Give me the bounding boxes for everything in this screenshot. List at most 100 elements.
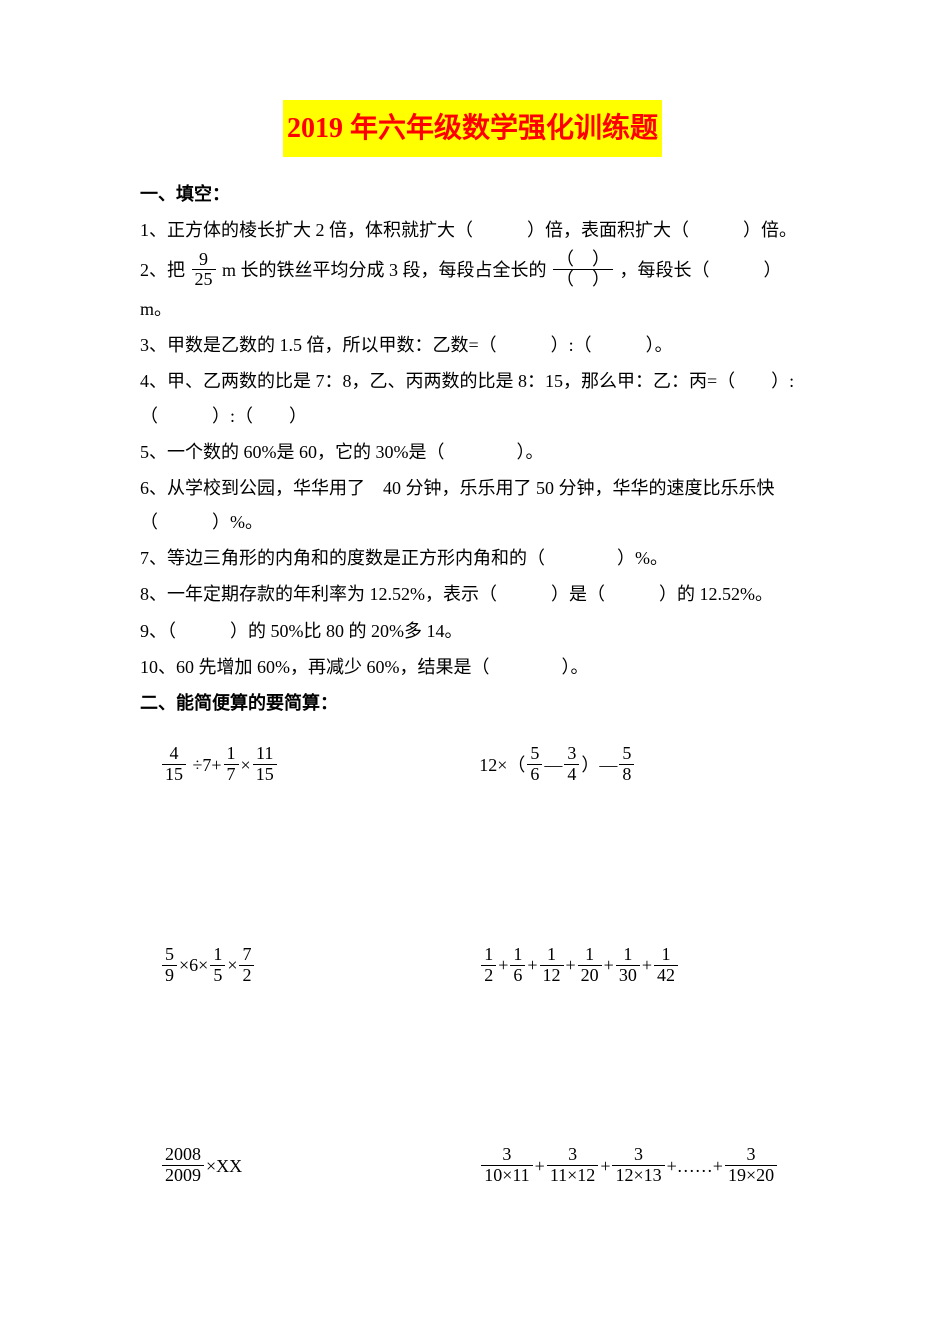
op: ÷7+ xyxy=(188,754,222,774)
q4: 4、甲、乙两数的比是 7：8，乙、丙两数的比是 8：15，那么甲：乙：丙=（ ）… xyxy=(140,364,805,432)
op: ×XX xyxy=(206,1156,242,1176)
expr-2-right: 1 2 + 1 6 + 1 12 + 1 20 + 1 30 + 1 42 xyxy=(479,953,680,973)
d: 12 xyxy=(540,966,564,986)
f: 5 6 xyxy=(527,744,542,785)
calc-row-3: 2008 2009 ×XX 3 10×11 + 3 11×12 + 3 12×1… xyxy=(140,1145,805,1186)
mid: ）— xyxy=(581,754,617,774)
d: 20 xyxy=(578,966,602,986)
d: 12×13 xyxy=(612,1166,664,1186)
expr-1-right: 12×（ 5 6 — 3 4 ）— 5 8 xyxy=(479,753,636,773)
n: 3 xyxy=(481,1145,532,1166)
d: 6 xyxy=(527,765,542,785)
q9: 9、（ ）的 50%比 80 的 20%多 14。 xyxy=(140,614,805,648)
d: 30 xyxy=(616,966,640,986)
f: 4 15 xyxy=(162,744,186,785)
f: 2008 2009 xyxy=(162,1145,204,1186)
d: 8 xyxy=(619,765,634,785)
calc-row-1: 4 15 ÷7+ 1 7 × 11 15 12×（ 5 6 — 3 4 xyxy=(140,744,805,785)
q2-text-b: m 长的铁丝平均分成 3 段，每段占全长的 xyxy=(222,260,547,280)
f: 3 19×20 xyxy=(725,1145,777,1186)
f: 1 30 xyxy=(616,945,640,986)
calc-row-1-left: 4 15 ÷7+ 1 7 × 11 15 xyxy=(140,744,479,785)
d: 10×11 xyxy=(481,1166,532,1186)
section2-heading: 二、能简便算的要简算： xyxy=(140,686,805,720)
f: 3 4 xyxy=(564,744,579,785)
expr-3-right: 3 10×11 + 3 11×12 + 3 12×13 +……+ 3 19×20 xyxy=(479,1154,779,1174)
d: 42 xyxy=(654,966,678,986)
q2-blank-num: （ ） xyxy=(553,250,613,271)
calc-row-2-right: 1 2 + 1 6 + 1 12 + 1 20 + 1 30 + 1 42 xyxy=(479,945,825,986)
q3: 3、甲数是乙数的 1.5 倍，所以甲数：乙数=（ ）:（ ）。 xyxy=(140,328,805,362)
q2-blank-den: （ ） xyxy=(553,270,613,290)
calc-row-2-left: 5 9 ×6× 1 5 × 7 2 xyxy=(140,945,479,986)
q1: 1、正方体的棱长扩大 2 倍，体积就扩大（ ）倍，表面积扩大（ ）倍。 xyxy=(140,213,805,247)
n: 3 xyxy=(547,1145,598,1166)
f: 11 15 xyxy=(253,744,277,785)
q10: 10、60 先增加 60%，再减少 60%，结果是（ ）。 xyxy=(140,650,805,684)
d: 7 xyxy=(224,765,239,785)
n: 1 xyxy=(578,945,602,966)
expr-2-left: 5 9 ×6× 1 5 × 7 2 xyxy=(160,953,256,973)
n: 11 xyxy=(253,744,277,765)
section1-heading: 一、填空： xyxy=(140,177,805,211)
worksheet-page: 2019 年六年级数学强化训练题 一、填空： 1、正方体的棱长扩大 2 倍，体积… xyxy=(0,0,945,1286)
expr-1-left: 4 15 ÷7+ 1 7 × 11 15 xyxy=(160,753,279,773)
op: + xyxy=(535,1156,545,1176)
d: 2 xyxy=(481,966,496,986)
page-title: 2019 年六年级数学强化训练题 xyxy=(283,100,662,157)
n: 3 xyxy=(564,744,579,765)
n: 4 xyxy=(162,744,186,765)
n: 1 xyxy=(210,945,225,966)
q2-frac-den: 25 xyxy=(192,270,216,290)
d: 15 xyxy=(253,765,277,785)
d: 19×20 xyxy=(725,1166,777,1186)
op: ×6× xyxy=(179,955,208,975)
f: 1 2 xyxy=(481,945,496,986)
op: + xyxy=(498,955,508,975)
f: 1 5 xyxy=(210,945,225,986)
d: 4 xyxy=(564,765,579,785)
op: × xyxy=(227,955,237,975)
f: 1 42 xyxy=(654,945,678,986)
n: 2008 xyxy=(162,1145,204,1166)
q6: 6、从学校到公园，华华用了 40 分钟，乐乐用了 50 分钟，华华的速度比乐乐快… xyxy=(140,471,805,539)
n: 1 xyxy=(224,744,239,765)
q7: 7、等边三角形的内角和的度数是正方形内角和的（ ）%。 xyxy=(140,541,805,575)
calc-row-1-right: 12×（ 5 6 — 3 4 ）— 5 8 xyxy=(479,744,825,785)
op: + xyxy=(527,955,537,975)
pre: 12×（ xyxy=(479,754,525,774)
q2-frac: 9 25 xyxy=(192,250,216,291)
n: 7 xyxy=(239,945,254,966)
calc-row-3-right: 3 10×11 + 3 11×12 + 3 12×13 +……+ 3 19×20 xyxy=(479,1145,825,1186)
d: 11×12 xyxy=(547,1166,598,1186)
f: 3 12×13 xyxy=(612,1145,664,1186)
calc-row-3-left: 2008 2009 ×XX xyxy=(140,1145,479,1186)
title-wrap: 2019 年六年级数学强化训练题 xyxy=(140,100,805,175)
d: 15 xyxy=(162,765,186,785)
q2-blank-frac: （ ） （ ） xyxy=(553,250,613,291)
f: 1 20 xyxy=(578,945,602,986)
f: 5 8 xyxy=(619,744,634,785)
f: 5 9 xyxy=(162,945,177,986)
op: + xyxy=(566,955,576,975)
op: — xyxy=(544,754,562,774)
q2-text-a: 2、把 xyxy=(140,260,185,280)
n: 1 xyxy=(654,945,678,966)
q5: 5、一个数的 60%是 60，它的 30%是（ ）。 xyxy=(140,435,805,469)
d: 5 xyxy=(210,966,225,986)
calc-row-2: 5 9 ×6× 1 5 × 7 2 1 2 + 1 6 + xyxy=(140,945,805,986)
f: 1 6 xyxy=(510,945,525,986)
f: 1 12 xyxy=(540,945,564,986)
d: 9 xyxy=(162,966,177,986)
d: 2009 xyxy=(162,1166,204,1186)
op: × xyxy=(241,754,251,774)
op: +……+ xyxy=(667,1156,723,1176)
n: 5 xyxy=(162,945,177,966)
d: 6 xyxy=(510,966,525,986)
q2-frac-num: 9 xyxy=(192,250,216,271)
n: 3 xyxy=(612,1145,664,1166)
n: 1 xyxy=(481,945,496,966)
f: 3 11×12 xyxy=(547,1145,598,1186)
expr-3-left: 2008 2009 ×XX xyxy=(160,1154,242,1174)
q2: 2、把 9 25 m 长的铁丝平均分成 3 段，每段占全长的 （ ） （ ） ，… xyxy=(140,250,805,327)
